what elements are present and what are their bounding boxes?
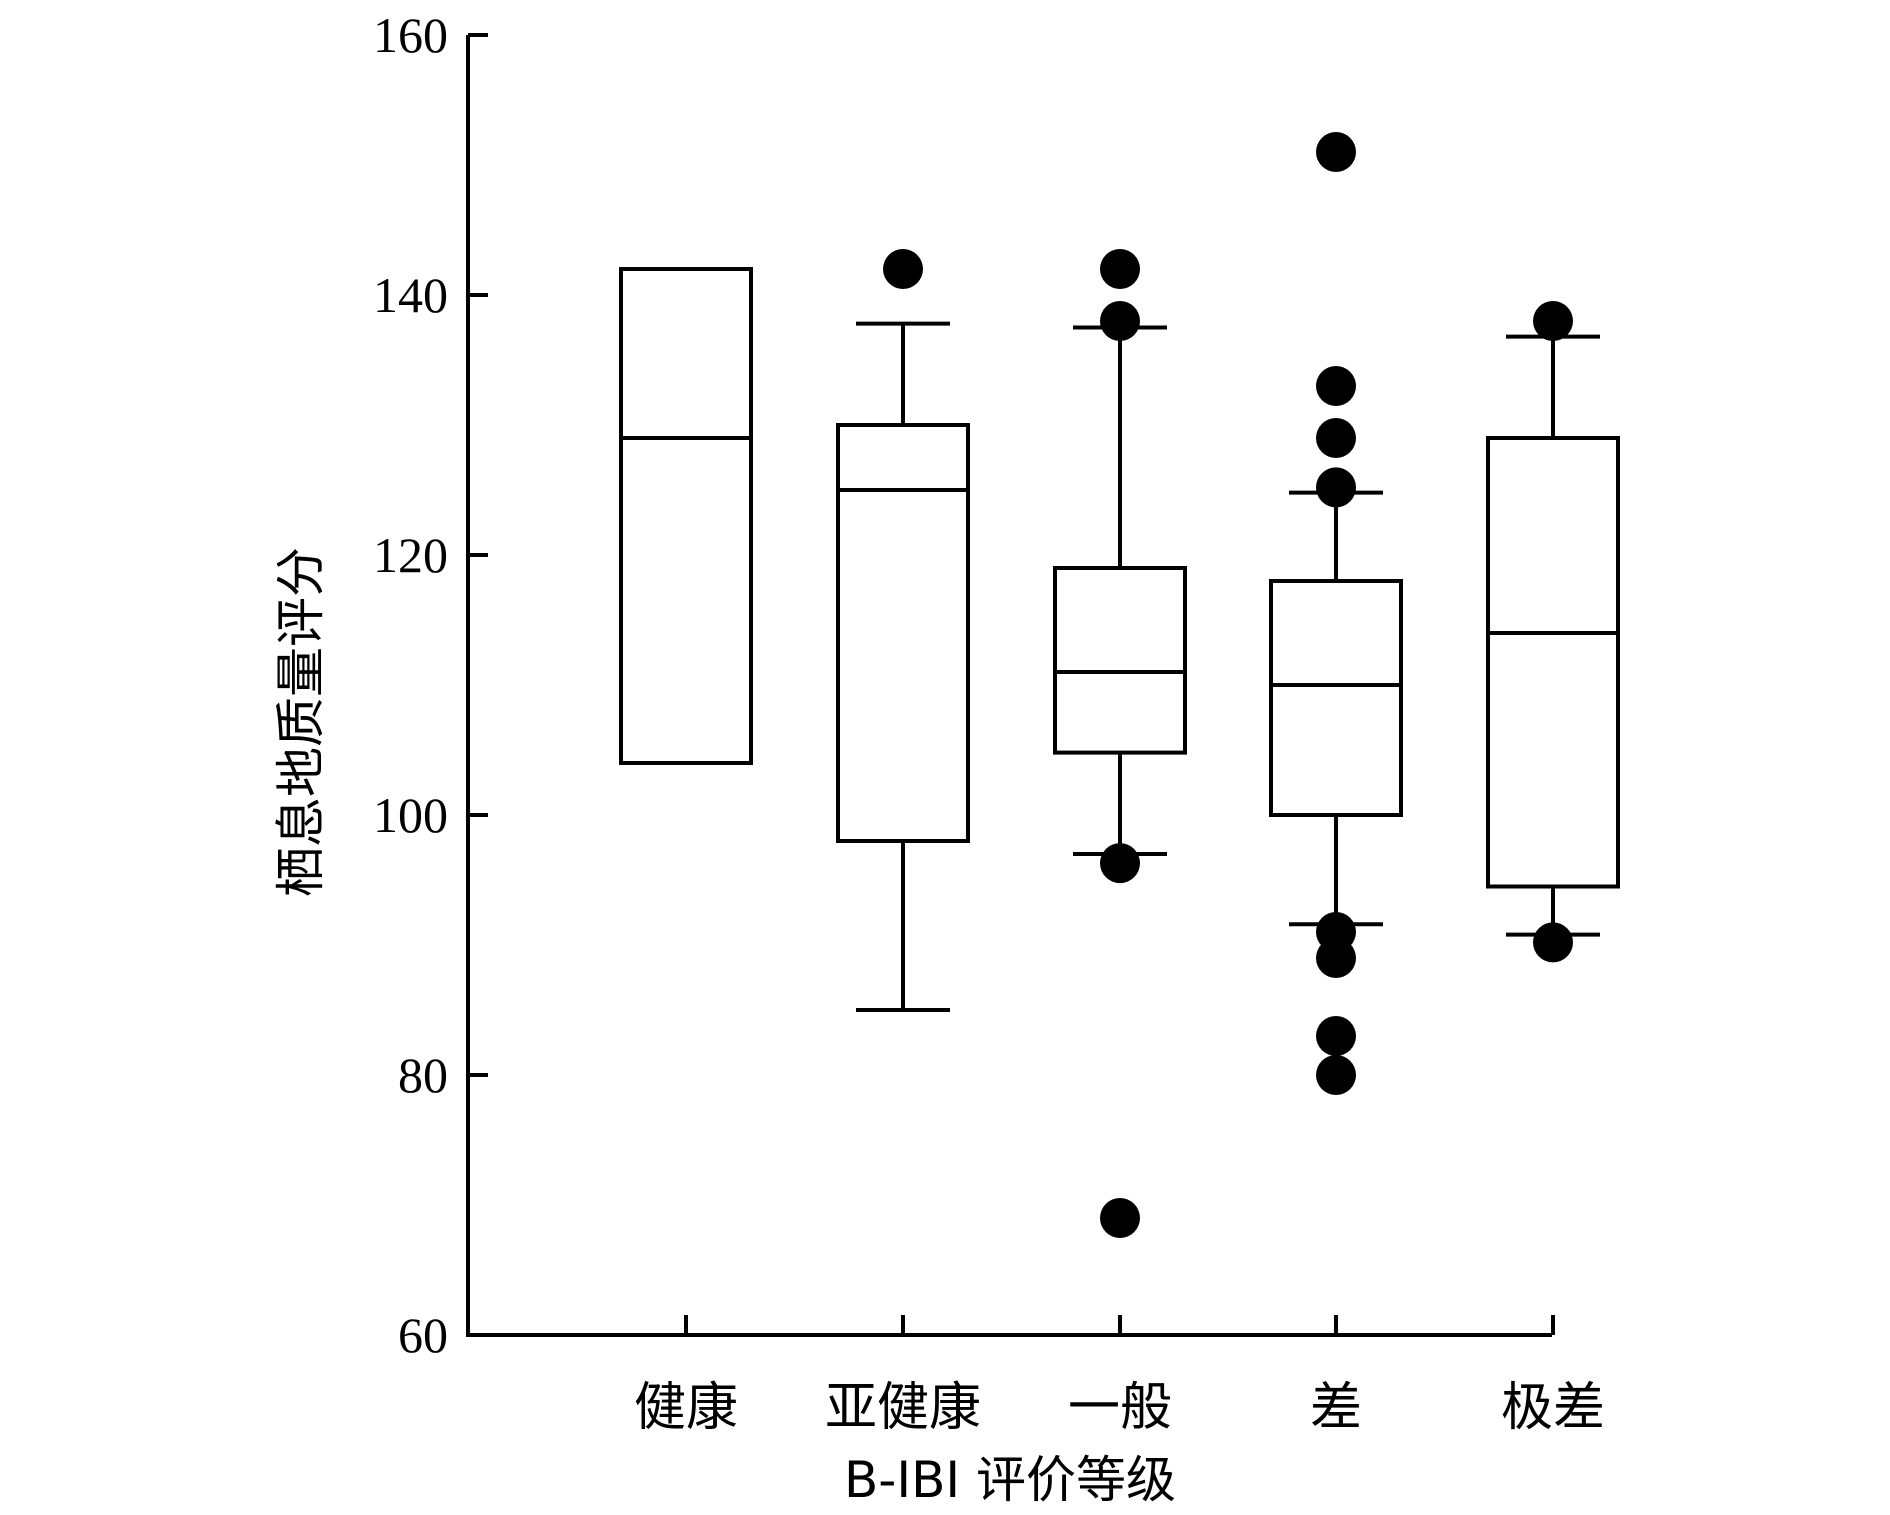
x-tick-label: 差 [1310,1378,1362,1438]
iqr-box [1269,579,1403,817]
box-group [1053,249,1187,1238]
outlier-point [883,249,923,289]
outlier-point [1316,1055,1356,1095]
outlier-point [1533,301,1573,341]
box-group [1486,301,1620,963]
y-tick-label: 60 [398,1307,448,1363]
outlier-point [1100,843,1140,884]
boxes [619,132,1620,1238]
x-tick-label: 亚健康 [825,1378,981,1438]
x-tick-label: 极差 [1501,1378,1605,1438]
y-tick-label: 160 [373,7,448,63]
iqr-box [836,423,970,843]
x-tick-label: 一般 [1068,1378,1172,1438]
outlier-point [1316,366,1356,406]
outlier-point [1316,132,1356,172]
outlier-point [1316,418,1356,458]
outlier-point [1316,467,1356,508]
box-group [1269,132,1403,1095]
box-group [619,267,753,765]
outlier-point [1100,1198,1140,1238]
y-axis-title: 栖息地质量评分 [272,547,330,897]
outlier-point [1100,249,1140,289]
iqr-box [619,267,753,765]
iqr-box [1486,436,1620,889]
y-tick-label: 120 [373,527,448,583]
outlier-point [1533,922,1573,963]
y-tick-label: 100 [373,787,448,843]
x-tick-label: 健康 [634,1378,738,1438]
axes: 60 80 100 120 140 160 健康 亚健康 一般 差 极差 [373,7,1605,1438]
outlier-point [1100,301,1140,341]
outlier-point [1316,1016,1356,1056]
box-group [836,249,970,1012]
y-tick-label: 140 [373,267,448,323]
iqr-box [1053,566,1187,755]
outlier-point [1316,938,1356,978]
y-tick-label: 80 [398,1047,448,1103]
x-axis-title: B-IBI 评价等级 [844,1451,1176,1509]
